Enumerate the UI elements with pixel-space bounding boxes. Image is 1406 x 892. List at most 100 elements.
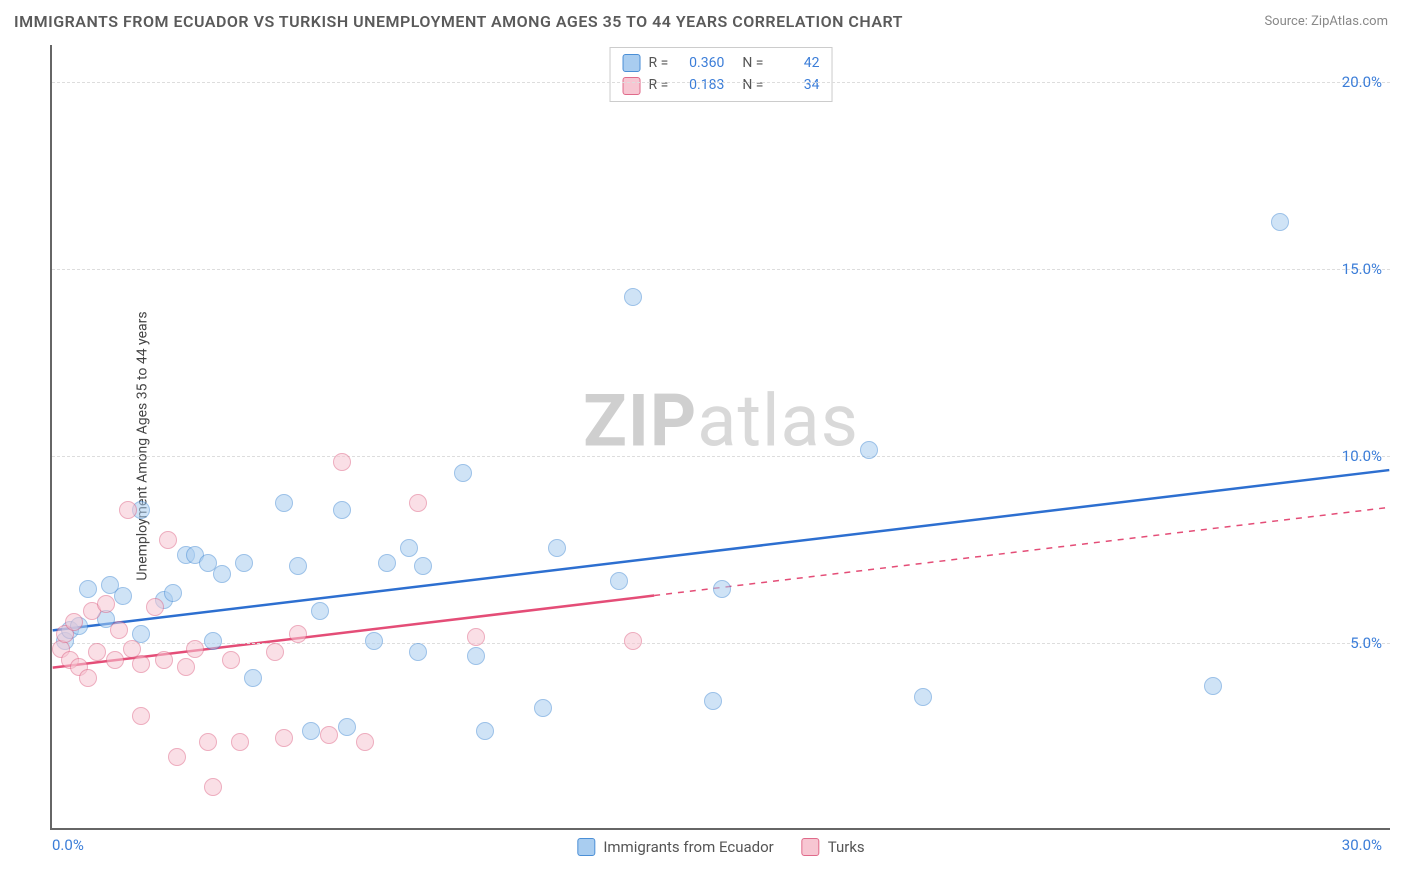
data-point-ecuador[interactable] <box>414 557 432 575</box>
data-point-turks[interactable] <box>333 453 351 471</box>
data-point-turks[interactable] <box>132 655 150 673</box>
data-point-turks[interactable] <box>356 733 374 751</box>
source-attribution: Source: ZipAtlas.com <box>1264 14 1388 29</box>
n-value: 42 <box>771 52 819 74</box>
r-label: R = <box>649 52 669 74</box>
data-point-ecuador[interactable] <box>204 632 222 650</box>
data-point-ecuador[interactable] <box>338 718 356 736</box>
data-point-ecuador[interactable] <box>114 587 132 605</box>
y-tick-label: 20.0% <box>1342 73 1382 91</box>
legend-swatch-ecuador <box>623 54 641 72</box>
data-point-turks[interactable] <box>79 669 97 687</box>
data-point-ecuador[interactable] <box>311 602 329 620</box>
data-point-ecuador[interactable] <box>275 494 293 512</box>
data-point-turks[interactable] <box>159 531 177 549</box>
source-link[interactable]: ZipAtlas.com <box>1311 14 1388 29</box>
data-point-turks[interactable] <box>624 632 642 650</box>
data-point-turks[interactable] <box>177 658 195 676</box>
data-point-turks[interactable] <box>168 748 186 766</box>
data-point-ecuador[interactable] <box>235 554 253 572</box>
data-point-ecuador[interactable] <box>713 580 731 598</box>
y-tick-label: 5.0% <box>1350 634 1382 652</box>
data-point-turks[interactable] <box>222 651 240 669</box>
y-tick-label: 15.0% <box>1342 260 1382 278</box>
legend-label: Turks <box>828 838 865 856</box>
data-point-ecuador[interactable] <box>400 539 418 557</box>
data-point-ecuador[interactable] <box>1204 677 1222 695</box>
grid-line <box>52 82 1390 83</box>
data-point-turks[interactable] <box>204 778 222 796</box>
x-tick-label: 0.0% <box>52 836 84 854</box>
trend-lines-layer <box>52 45 1390 828</box>
data-point-ecuador[interactable] <box>378 554 396 572</box>
correlation-legend: R = 0.360 N = 42 R = 0.183 N = 34 <box>610 47 833 102</box>
chart-title: IMMIGRANTS FROM ECUADOR VS TURKISH UNEMP… <box>14 12 903 31</box>
trend-line-ecuador <box>53 470 1390 630</box>
data-point-ecuador[interactable] <box>302 722 320 740</box>
data-point-turks[interactable] <box>97 595 115 613</box>
legend-item-ecuador[interactable]: Immigrants from Ecuador <box>577 838 773 856</box>
grid-line <box>52 643 1390 644</box>
data-point-turks[interactable] <box>231 733 249 751</box>
n-value: 34 <box>771 74 819 96</box>
data-point-turks[interactable] <box>155 651 173 669</box>
data-point-ecuador[interactable] <box>610 572 628 590</box>
data-point-ecuador[interactable] <box>467 647 485 665</box>
data-point-turks[interactable] <box>409 494 427 512</box>
watermark-bold: ZIP <box>583 378 697 463</box>
legend-swatch-turks <box>623 77 641 95</box>
correlation-legend-row-ecuador: R = 0.360 N = 42 <box>623 52 820 74</box>
legend-item-turks[interactable]: Turks <box>802 838 865 856</box>
data-point-ecuador[interactable] <box>409 643 427 661</box>
data-point-ecuador[interactable] <box>704 692 722 710</box>
data-point-turks[interactable] <box>186 640 204 658</box>
data-point-ecuador[interactable] <box>624 288 642 306</box>
correlation-legend-row-turks: R = 0.183 N = 34 <box>623 74 820 96</box>
watermark-light: atlas <box>697 378 859 463</box>
legend-swatch-ecuador <box>577 838 595 856</box>
grid-line <box>52 269 1390 270</box>
data-point-ecuador[interactable] <box>454 464 472 482</box>
grid-line <box>52 456 1390 457</box>
data-point-turks[interactable] <box>88 643 106 661</box>
data-point-ecuador[interactable] <box>79 580 97 598</box>
data-point-ecuador[interactable] <box>164 584 182 602</box>
x-tick-label: 30.0% <box>1342 836 1382 854</box>
data-point-turks[interactable] <box>132 707 150 725</box>
scatter-plot-area: ZIPatlas R =0.360N =42R =0.183N =34 Immi… <box>50 45 1390 830</box>
data-point-ecuador[interactable] <box>548 539 566 557</box>
data-point-turks[interactable] <box>275 729 293 747</box>
legend-swatch-turks <box>802 838 820 856</box>
series-legend: Immigrants from Ecuador Turks <box>577 838 864 856</box>
legend-label: Immigrants from Ecuador <box>603 838 773 856</box>
data-point-turks[interactable] <box>65 613 83 631</box>
n-label: N = <box>742 52 763 74</box>
r-value: 0.360 <box>676 52 724 74</box>
data-point-turks[interactable] <box>110 621 128 639</box>
data-point-ecuador[interactable] <box>333 501 351 519</box>
trend-line-turks-extrapolated <box>654 507 1389 595</box>
data-point-ecuador[interactable] <box>213 565 231 583</box>
data-point-turks[interactable] <box>146 598 164 616</box>
data-point-ecuador[interactable] <box>244 669 262 687</box>
data-point-turks[interactable] <box>289 625 307 643</box>
data-point-ecuador[interactable] <box>860 441 878 459</box>
data-point-turks[interactable] <box>119 501 137 519</box>
watermark: ZIPatlas <box>583 378 859 463</box>
data-point-ecuador[interactable] <box>1271 213 1289 231</box>
data-point-turks[interactable] <box>320 726 338 744</box>
data-point-ecuador[interactable] <box>365 632 383 650</box>
r-label: R = <box>649 74 669 96</box>
data-point-ecuador[interactable] <box>289 557 307 575</box>
data-point-turks[interactable] <box>199 733 217 751</box>
data-point-turks[interactable] <box>106 651 124 669</box>
data-point-ecuador[interactable] <box>914 688 932 706</box>
r-value: 0.183 <box>676 74 724 96</box>
data-point-turks[interactable] <box>266 643 284 661</box>
n-label: N = <box>742 74 763 96</box>
data-point-turks[interactable] <box>467 628 485 646</box>
y-tick-label: 10.0% <box>1342 447 1382 465</box>
data-point-ecuador[interactable] <box>534 699 552 717</box>
source-label: Source: <box>1264 14 1307 29</box>
data-point-ecuador[interactable] <box>476 722 494 740</box>
